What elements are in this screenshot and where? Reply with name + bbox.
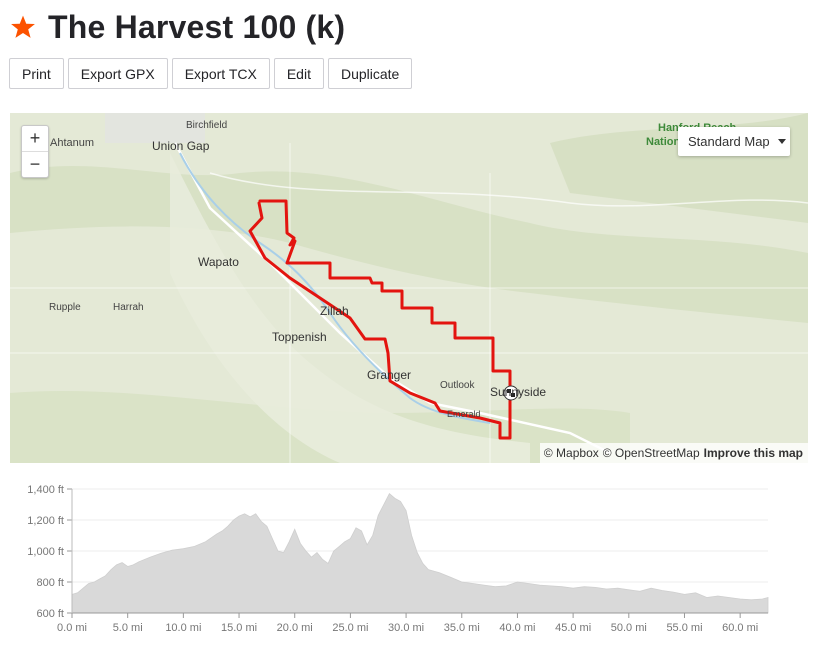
map-style-dropdown[interactable]: Standard Map [678, 127, 790, 156]
x-tick-label: 15.0 mi [221, 622, 257, 634]
elevation-chart[interactable]: 600 ft 800 ft 1,000 ft 1,200 ft 1,400 ft 0.0… [0, 478, 822, 654]
x-tick-label: 45.0 mi [555, 622, 591, 634]
y-tick-label: 1,000 ft [27, 546, 64, 558]
map-label-granger: Granger [367, 368, 412, 382]
x-tick-label: 10.0 mi [165, 622, 201, 634]
star-icon[interactable] [10, 14, 36, 40]
y-axis-labels: 600 ft 800 ft 1,000 ft 1,200 ft 1,400 ft [27, 484, 64, 620]
y-tick-label: 800 ft [36, 577, 64, 589]
y-tick-label: 1,400 ft [27, 484, 64, 496]
x-tick-label: 20.0 mi [277, 622, 313, 634]
map-canvas[interactable] [10, 113, 808, 463]
x-tick-label: 30.0 mi [388, 622, 424, 634]
x-tick-label: 5.0 mi [113, 622, 143, 634]
improve-map-link[interactable]: Improve this map [703, 446, 803, 460]
x-tick-label: 0.0 mi [57, 622, 87, 634]
valley-floor [170, 153, 530, 463]
route-toolbar: Print Export GPX Export TCX Edit Duplica… [9, 58, 416, 89]
map-label-ahtanum: Ahtanum [50, 137, 95, 149]
x-tick-label: 35.0 mi [444, 622, 480, 634]
print-button[interactable]: Print [9, 58, 64, 89]
map-label-harrah: Harrah [113, 302, 144, 313]
route-header: The Harvest 100 (k) [10, 6, 345, 48]
zoom-in-button[interactable]: + [29, 128, 41, 148]
zoom-divider [22, 151, 48, 152]
map-label-outlook: Outlook [440, 380, 475, 391]
route-line[interactable] [248, 199, 512, 440]
y-tick-label: 1,200 ft [27, 515, 64, 527]
page-title: The Harvest 100 (k) [48, 8, 346, 45]
map-label-sunnyside: Sunnyside [490, 385, 547, 399]
urban-area [105, 113, 205, 143]
star-icon-shape [11, 15, 35, 38]
mapbox-attribution-link[interactable]: © Mapbox [543, 446, 599, 460]
map-style-label: Standard Map [688, 134, 770, 149]
duplicate-button[interactable]: Duplicate [327, 58, 413, 89]
map-label-rupple: Rupple [49, 302, 81, 313]
map-attribution: © Mapbox © OpenStreetMap Improve this ma… [539, 443, 808, 463]
map-label-toppenish: Toppenish [272, 330, 327, 344]
x-axis-ticks [71, 613, 741, 618]
edit-button[interactable]: Edit [273, 58, 324, 89]
x-tick-label: 40.0 mi [499, 622, 535, 634]
osm-attribution-link[interactable]: © OpenStreetMap [602, 446, 700, 460]
zoom-out-button[interactable]: − [29, 154, 41, 174]
x-tick-label: 25.0 mi [332, 622, 368, 634]
y-tick-label: 600 ft [36, 608, 64, 620]
elevation-area[interactable] [71, 492, 769, 614]
zoom-control: + − [21, 125, 49, 178]
map-label-birchfield: Birchfield [186, 120, 228, 131]
map-label-hanford-2: Nation [646, 136, 681, 148]
map-label-wapato: Wapato [198, 255, 239, 269]
finish-flag-icon[interactable] [503, 385, 519, 401]
map-label-emerald: Emerald [447, 409, 481, 419]
x-tick-label: 60.0 mi [722, 622, 758, 634]
caret-down-icon [777, 139, 786, 144]
export-tcx-button[interactable]: Export TCX [171, 58, 270, 89]
x-axis-labels: 0.0 mi 5.0 mi 10.0 mi 15.0 mi 20.0 mi 25.0 mi… [57, 622, 758, 634]
x-tick-label: 50.0 mi [611, 622, 647, 634]
road [209, 172, 808, 207]
map-label-zillah: Zillah [320, 304, 349, 318]
map-label-union-gap: Union Gap [152, 139, 210, 153]
export-gpx-button[interactable]: Export GPX [67, 58, 168, 89]
route-map[interactable]: Ahtanum Birchfield Union Gap Hanford Rea… [10, 113, 808, 463]
elevation-profile[interactable]: 600 ft 800 ft 1,000 ft 1,200 ft 1,400 ft 0.0… [0, 478, 822, 654]
x-tick-label: 55.0 mi [666, 622, 702, 634]
yakima-river [179, 152, 491, 424]
